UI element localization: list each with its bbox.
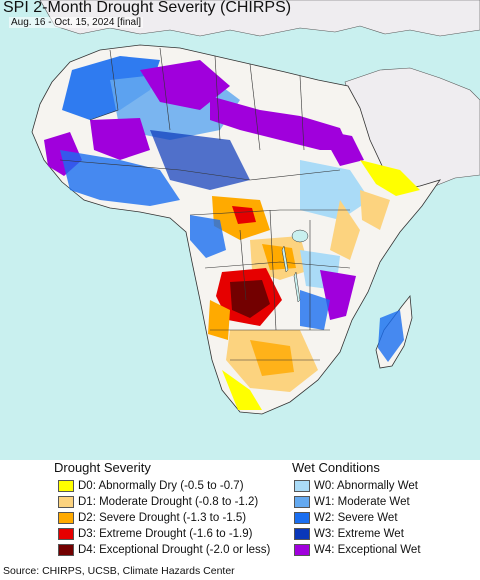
legend-swatch-d3: [58, 528, 74, 540]
legend-label-w4: W4: Exceptional Wet: [314, 544, 421, 556]
legend-label-d3: D3: Extreme Drought (-1.6 to -1.9): [78, 528, 253, 540]
wet-legend-heading: Wet Conditions: [292, 460, 380, 475]
legend-label-w1: W1: Moderate Wet: [314, 496, 410, 508]
legend-label-d2: D2: Severe Drought (-1.3 to -1.5): [78, 512, 247, 524]
legend-swatch-w0: [294, 480, 310, 492]
legend-item-d2: D2: Severe Drought (-1.3 to -1.5): [58, 510, 246, 526]
legend-swatch-w1: [294, 496, 310, 508]
legend-swatch-d1: [58, 496, 74, 508]
lakes: [281, 229, 309, 303]
legend-label-d0: D0: Abnormally Dry (-0.5 to -0.7): [78, 480, 244, 492]
legend-label-w0: W0: Abnormally Wet: [314, 480, 418, 492]
legend-label-w2: W2: Severe Wet: [314, 512, 398, 524]
legend-label-d1: D1: Moderate Drought (-0.8 to -1.2): [78, 496, 259, 508]
legend-swatch-w2: [294, 512, 310, 524]
drought-legend-heading: Drought Severity: [54, 460, 151, 475]
legend-label-d4: D4: Exceptional Drought (-2.0 or less): [78, 544, 271, 556]
legend-item-d0: D0: Abnormally Dry (-0.5 to -0.7): [58, 478, 244, 494]
africa-drought-map: [0, 0, 480, 460]
legend-item-d3: D3: Extreme Drought (-1.6 to -1.9): [58, 526, 252, 542]
country-borders: [59, 47, 351, 361]
legend-item-w1: W1: Moderate Wet: [294, 494, 410, 510]
legend-item-w4: W4: Exceptional Wet: [294, 542, 421, 558]
legend: Drought Severity D0: Abnormally Dry (-0.…: [0, 460, 480, 562]
source-credit: Source: CHIRPS, UCSB, Climate Hazards Ce…: [3, 565, 235, 577]
legend-item-w3: W3: Extreme Wet: [294, 526, 404, 542]
europe-landmass: [39, 0, 480, 37]
legend-label-w3: W3: Extreme Wet: [314, 528, 404, 540]
legend-swatch-w4: [294, 544, 310, 556]
legend-item-w0: W0: Abnormally Wet: [294, 478, 418, 494]
legend-swatch-w3: [294, 528, 310, 540]
legend-swatch-d2: [58, 512, 74, 524]
legend-swatch-d4: [58, 544, 74, 556]
legend-item-d1: D1: Moderate Drought (-0.8 to -1.2): [58, 494, 258, 510]
map-title: SPI 2-Month Drought Severity (CHIRPS): [3, 0, 292, 16]
legend-item-d4: D4: Exceptional Drought (-2.0 or less): [58, 542, 270, 558]
legend-swatch-d0: [58, 480, 74, 492]
legend-item-w2: W2: Severe Wet: [294, 510, 398, 526]
map-subtitle: Aug. 16 - Oct. 15, 2024 [final]: [9, 17, 144, 28]
